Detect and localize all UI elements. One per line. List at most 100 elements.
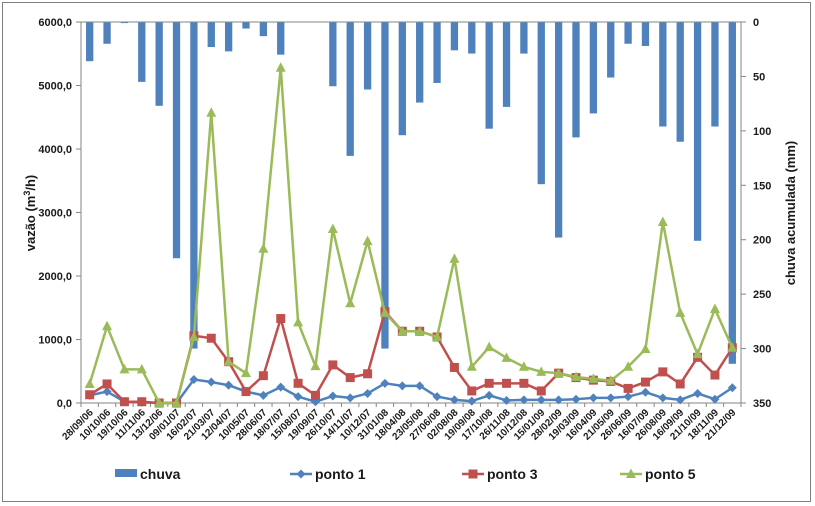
chuva-bar [711, 22, 719, 127]
legend: chuva ponto 1 ponto 3 ponto 5 [115, 466, 696, 482]
chuva-bar [277, 22, 285, 55]
chuva-bar [207, 22, 215, 48]
chuva-bar [259, 22, 268, 37]
ponto-5-point [379, 307, 390, 317]
chuva-bar [485, 22, 493, 129]
ponto-3-point [449, 362, 459, 372]
ponto-3-point [310, 390, 320, 400]
ponto-5-point [484, 341, 495, 352]
ponto-1-point [363, 388, 373, 398]
series-ponto-5 [84, 62, 738, 407]
legend-label: ponto 1 [315, 466, 366, 482]
ponto-3-point [293, 378, 303, 388]
ponto-5-point [293, 316, 304, 327]
chuva-bar [502, 22, 511, 107]
ponto-1-point [710, 394, 720, 404]
ponto-5-point [640, 343, 651, 354]
chuva-bar [468, 22, 476, 54]
ponto-3-point [502, 378, 512, 388]
left-tick-label: 6000,0 [38, 17, 72, 29]
ponto-1-point [449, 395, 459, 405]
ponto-1-point [727, 383, 737, 393]
ponto-3-point [658, 367, 668, 377]
left-tick-label: 2000,0 [38, 271, 72, 283]
ponto-1-point [415, 381, 425, 391]
ponto-5-point [466, 361, 477, 371]
right-tick-label: 50 [753, 71, 765, 83]
ponto-1-point [206, 377, 216, 387]
ponto-5-point [362, 235, 373, 246]
ponto-5-point [119, 363, 130, 374]
ponto-1-point [380, 378, 390, 388]
chuva-bar [433, 22, 441, 83]
ponto-5-point [449, 253, 460, 263]
legend-swatch [115, 469, 137, 477]
chuva-bar [728, 22, 736, 364]
ponto-5-point [432, 331, 443, 341]
ponto-5-point [206, 107, 217, 117]
ponto-5-point [171, 397, 182, 407]
ponto-5-point [518, 361, 529, 371]
chuva-bar [676, 22, 684, 142]
left-tick-label: 1000,0 [38, 335, 72, 347]
ponto-3-point [536, 386, 546, 396]
ponto-5-point [675, 307, 686, 317]
chuva-bar [138, 22, 146, 82]
chuva-bar [572, 22, 580, 138]
ponto-5-point [501, 352, 512, 362]
ponto-5-point [605, 375, 616, 385]
ponto-5-line [88, 66, 734, 405]
legend-marker [468, 469, 478, 479]
right-tick-label: 350 [753, 398, 771, 410]
chuva-bar [659, 22, 667, 127]
left-tick-label: 5000,0 [38, 81, 72, 93]
legend-item-ponto-5: ponto 5 [620, 466, 696, 482]
ponto-3-point [119, 397, 129, 407]
chuva-bar [554, 22, 563, 238]
left-axis-title: vazão (m3/h) [22, 175, 38, 252]
x-axis-ticks: 28/09/0610/10/0619/10/0611/11/0613/12/06… [60, 403, 742, 443]
legend-label: chuva [140, 466, 181, 482]
ponto-3-point [484, 378, 494, 388]
ponto-5-point [241, 367, 251, 378]
legend-label: ponto 5 [645, 466, 696, 482]
right-axis-ticks: 0 50 100 150 200 250 300 350 [741, 17, 771, 410]
ponto-1-line [89, 378, 734, 405]
ponto-3-point [675, 379, 685, 389]
ponto-1-point [640, 387, 650, 397]
ponto-1-point [554, 395, 564, 405]
ponto-1-point [536, 395, 546, 405]
chuva-bar [520, 22, 528, 54]
ponto-5-point [188, 331, 199, 341]
ponto-5-point [536, 366, 547, 376]
ponto-5-point [571, 371, 581, 381]
ponto-3-point [467, 386, 477, 396]
ponto-1-point [345, 393, 355, 403]
ponto-5-point [345, 297, 356, 308]
ponto-1-point [224, 380, 234, 390]
right-tick-label: 100 [753, 126, 771, 138]
chuva-bar [329, 22, 337, 87]
ponto-1-point [693, 388, 703, 398]
right-tick-label: 200 [753, 235, 771, 247]
chuva-bar [641, 22, 650, 46]
ponto-1-point [623, 392, 633, 402]
ponto-5-point [692, 348, 703, 359]
ponto-3-point [258, 371, 268, 381]
ponto-1-point [432, 392, 442, 402]
ponto-3-point [85, 390, 95, 400]
legend-item-ponto-1: ponto 1 [290, 466, 366, 482]
legend-marker [626, 468, 636, 478]
ponto-5-point [414, 325, 425, 336]
ponto-1-point [397, 381, 407, 391]
ponto-1-point [293, 392, 303, 402]
ponto-5-point [275, 62, 286, 72]
chuva-bar [86, 22, 94, 62]
ponto-3-point [710, 370, 720, 380]
legend-item-ponto-3: ponto 3 [462, 466, 538, 482]
legend-marker [296, 469, 306, 479]
ponto-1-point [502, 395, 512, 405]
ponto-5-point [223, 356, 234, 366]
left-tick-label: 0,0 [57, 398, 72, 410]
chuva-bar [589, 22, 598, 114]
